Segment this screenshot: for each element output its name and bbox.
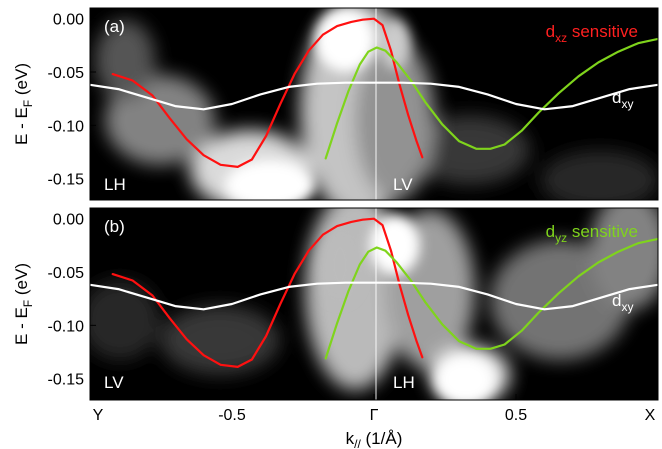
x-axis-label-sub: // xyxy=(354,437,361,449)
panel-a-ylabel-suffix: (eV) xyxy=(12,63,31,100)
panel-a-dxy-label: dxy xyxy=(612,88,633,111)
x-tick-label: -0.5 xyxy=(218,407,246,424)
x-axis-label: k// (1/Å) xyxy=(346,429,403,449)
panel-a-ytick-label: -0.10 xyxy=(48,118,85,135)
panel-b-left-polarization: LV xyxy=(104,373,124,392)
panel-b: (b) dyz sensitive dxy LV LH 0.00-0.05-0.… xyxy=(12,207,659,449)
panel-a-ytick-label: -0.05 xyxy=(48,65,85,82)
panel-a-intensity-map xyxy=(90,8,658,200)
panel-b-series-2-line xyxy=(90,281,658,311)
panel-a-ytick-label: -0.15 xyxy=(48,172,85,189)
panel-b-dxy-main: d xyxy=(612,291,621,310)
panel-a-title-suffix: sensitive xyxy=(567,22,638,41)
panel-a-series-1-line xyxy=(324,37,658,160)
panel-b-dxy-label: dxy xyxy=(612,291,633,314)
panel-b-series-0-line xyxy=(111,217,424,368)
panel-b-ytick-label: -0.05 xyxy=(48,265,85,282)
panel-a-title-sub: xz xyxy=(555,31,567,45)
x-tick-label: Y xyxy=(93,407,104,424)
panel-b-y-axis: 0.00 -0.05 -0.10 -0.15 xyxy=(48,212,96,389)
panel-a-y-axis-label: E - EF (eV) xyxy=(12,63,35,145)
panel-b-title-suffix: sensitive xyxy=(567,222,638,241)
x-axis-label-suffix: (1/Å) xyxy=(361,429,403,448)
panel-b-title-sub: yz xyxy=(555,231,567,245)
panel-b-title: dyz sensitive xyxy=(546,222,638,245)
panel-a-ylabel-sub: F xyxy=(21,100,35,107)
panel-b-right-polarization: LH xyxy=(393,373,415,392)
panel-a-title-main: d xyxy=(546,22,555,41)
panel-a-label: (a) xyxy=(104,17,125,36)
panel-a-ylabel-main: E - E xyxy=(12,107,31,145)
panel-b-ytick-label: 0.00 xyxy=(53,212,84,229)
x-tick-label: X xyxy=(645,407,656,424)
panel-b-title-main: d xyxy=(546,222,555,241)
panel-b-dxy-sub: xy xyxy=(621,300,633,314)
panel-a-ytick-label: 0.00 xyxy=(53,12,84,29)
x-tick-label: Γ xyxy=(370,407,379,424)
x-tick-label: 0.5 xyxy=(505,407,527,424)
panel-b-intensity-map xyxy=(90,208,658,400)
panel-a-series-0-line xyxy=(111,17,424,168)
panel-a-right-polarization: LV xyxy=(393,175,413,194)
panel-b-ylabel-suffix: (eV) xyxy=(12,263,31,300)
panel-b-ylabel-sub: F xyxy=(21,300,35,307)
x-axis: Y -0.5 Γ 0.5 X xyxy=(89,394,659,424)
panel-a-dxy-main: d xyxy=(612,88,621,107)
panel-b-ytick-label: -0.15 xyxy=(48,372,85,389)
panel-b-y-axis-label: E - EF (eV) xyxy=(12,263,35,345)
panel-a-frame xyxy=(89,7,659,201)
panel-a-dxy-sub: xy xyxy=(621,97,633,111)
panel-b-series-1-line xyxy=(324,237,658,360)
panel-b-ytick-label: -0.10 xyxy=(48,318,85,335)
panel-b-ylabel-main: E - E xyxy=(12,307,31,345)
panel-a-left-polarization: LH xyxy=(104,175,126,194)
panel-b-series xyxy=(90,217,658,368)
panel-a-series xyxy=(90,17,658,168)
panel-a-y-axis: 0.00 -0.05 -0.10 -0.15 xyxy=(48,12,96,189)
x-axis-label-main: k xyxy=(346,429,355,448)
panel-b-label: (b) xyxy=(104,217,125,236)
panel-a: (a) dxz sensitive dxy LH LV 0.00-0.05-0.… xyxy=(12,7,659,201)
panel-a-title: dxz sensitive xyxy=(546,22,638,45)
panel-a-series-2-line xyxy=(90,81,658,111)
